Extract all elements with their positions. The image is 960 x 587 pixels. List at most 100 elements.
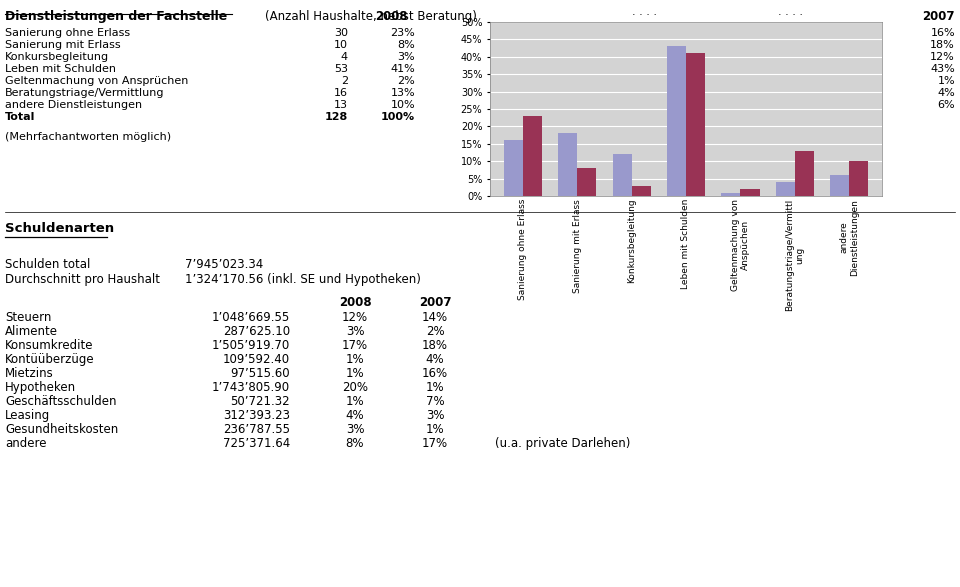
Bar: [686, 53, 705, 196]
Bar: [850, 161, 869, 196]
Text: 312’393.23: 312’393.23: [223, 409, 290, 422]
Text: Steuern: Steuern: [5, 311, 52, 324]
Text: 8%: 8%: [397, 40, 415, 50]
Text: Leben mit Schulden: Leben mit Schulden: [5, 64, 116, 74]
Text: 1%: 1%: [346, 395, 364, 408]
Text: Beratungstriage/Vermittlung: Beratungstriage/Vermittlung: [5, 88, 164, 98]
Text: 13: 13: [334, 100, 348, 110]
Text: 2007: 2007: [419, 296, 451, 309]
Text: Geschäftsschulden: Geschäftsschulden: [5, 395, 116, 408]
Text: Geltenmachung von Ansprüchen: Geltenmachung von Ansprüchen: [5, 76, 188, 86]
Bar: [558, 133, 577, 196]
Text: 50’721.32: 50’721.32: [230, 395, 290, 408]
Text: 18%: 18%: [422, 339, 448, 352]
Text: 41%: 41%: [391, 64, 415, 74]
Text: 14%: 14%: [422, 311, 448, 324]
Text: Alimente: Alimente: [5, 325, 58, 338]
Text: Durchschnitt pro Haushalt: Durchschnitt pro Haushalt: [5, 273, 160, 286]
Text: 3%: 3%: [346, 325, 364, 338]
Text: 20%: 20%: [342, 381, 368, 394]
Text: 16: 16: [334, 88, 348, 98]
Text: 10: 10: [334, 40, 348, 50]
Text: 23%: 23%: [391, 28, 415, 38]
Text: Schuldenarten: Schuldenarten: [5, 222, 114, 235]
Text: 3%: 3%: [346, 423, 364, 436]
Text: 2: 2: [341, 76, 348, 86]
Text: Leasing: Leasing: [5, 409, 50, 422]
Text: 7’945’023.34: 7’945’023.34: [185, 258, 263, 271]
Bar: [830, 175, 850, 196]
Bar: [632, 185, 651, 196]
Text: 1’505’919.70: 1’505’919.70: [212, 339, 290, 352]
Bar: [776, 182, 795, 196]
Text: 53: 53: [334, 64, 348, 74]
Text: Hypotheken: Hypotheken: [5, 381, 76, 394]
Text: 6%: 6%: [937, 100, 955, 110]
Bar: [577, 168, 596, 196]
Text: Konkursbegleitung: Konkursbegleitung: [5, 52, 109, 62]
Text: 1%: 1%: [937, 76, 955, 86]
Text: 18%: 18%: [930, 40, 955, 50]
Bar: [504, 140, 522, 196]
Text: 2008: 2008: [375, 10, 408, 23]
Text: Dienstleistungen der Fachstelle: Dienstleistungen der Fachstelle: [5, 10, 228, 23]
Bar: [721, 193, 740, 196]
Text: 13%: 13%: [391, 88, 415, 98]
Text: . . . .: . . . .: [778, 7, 803, 17]
Text: 1’048’669.55: 1’048’669.55: [212, 311, 290, 324]
Text: 4%: 4%: [937, 88, 955, 98]
Text: (Anzahl Haushalte, nebst Beratung): (Anzahl Haushalte, nebst Beratung): [265, 10, 477, 23]
Bar: [795, 151, 814, 196]
Text: (Mehrfachantworten möglich): (Mehrfachantworten möglich): [5, 132, 171, 142]
Text: 4%: 4%: [346, 409, 364, 422]
Text: 7%: 7%: [425, 395, 444, 408]
Text: 725’371.64: 725’371.64: [223, 437, 290, 450]
Text: 2008: 2008: [339, 296, 372, 309]
Text: andere: andere: [5, 437, 46, 450]
Text: 10%: 10%: [391, 100, 415, 110]
Text: 1%: 1%: [346, 367, 364, 380]
Text: 43%: 43%: [930, 64, 955, 74]
Text: 109’592.40: 109’592.40: [223, 353, 290, 366]
Text: andere Dienstleistungen: andere Dienstleistungen: [5, 100, 142, 110]
Text: 17%: 17%: [342, 339, 368, 352]
Text: 4%: 4%: [425, 353, 444, 366]
Text: 4: 4: [341, 52, 348, 62]
Text: . . . .: . . . .: [633, 7, 658, 17]
Text: 30: 30: [334, 28, 348, 38]
Text: 8%: 8%: [346, 437, 364, 450]
Text: 12%: 12%: [930, 52, 955, 62]
Bar: [740, 189, 759, 196]
Text: 3%: 3%: [425, 409, 444, 422]
Text: 12%: 12%: [342, 311, 368, 324]
Text: 1’324’170.56 (inkl. SE und Hypotheken): 1’324’170.56 (inkl. SE und Hypotheken): [185, 273, 420, 286]
Text: Mietzins: Mietzins: [5, 367, 54, 380]
Text: 1’743’805.90: 1’743’805.90: [212, 381, 290, 394]
Text: 2007: 2007: [923, 10, 955, 23]
Text: 3%: 3%: [397, 52, 415, 62]
Text: 16%: 16%: [930, 28, 955, 38]
Text: (u.a. private Darlehen): (u.a. private Darlehen): [495, 437, 631, 450]
Text: Kontüüberzüge: Kontüüberzüge: [5, 353, 95, 366]
Text: 16%: 16%: [422, 367, 448, 380]
Text: 17%: 17%: [422, 437, 448, 450]
Text: Sanierung mit Erlass: Sanierung mit Erlass: [5, 40, 121, 50]
Text: Total: Total: [5, 112, 36, 122]
Text: 1%: 1%: [346, 353, 364, 366]
Text: 2%: 2%: [397, 76, 415, 86]
Text: Schulden total: Schulden total: [5, 258, 90, 271]
Text: 100%: 100%: [381, 112, 415, 122]
Text: 1%: 1%: [425, 381, 444, 394]
Text: 2%: 2%: [425, 325, 444, 338]
Text: 287’625.10: 287’625.10: [223, 325, 290, 338]
Text: 236’787.55: 236’787.55: [223, 423, 290, 436]
Text: Konsumkredite: Konsumkredite: [5, 339, 93, 352]
Text: 128: 128: [324, 112, 348, 122]
Bar: [667, 46, 686, 196]
Bar: [522, 116, 541, 196]
Text: Gesundheitskosten: Gesundheitskosten: [5, 423, 118, 436]
Bar: [612, 154, 632, 196]
Text: Sanierung ohne Erlass: Sanierung ohne Erlass: [5, 28, 131, 38]
Text: 97’515.60: 97’515.60: [230, 367, 290, 380]
Text: 1%: 1%: [425, 423, 444, 436]
